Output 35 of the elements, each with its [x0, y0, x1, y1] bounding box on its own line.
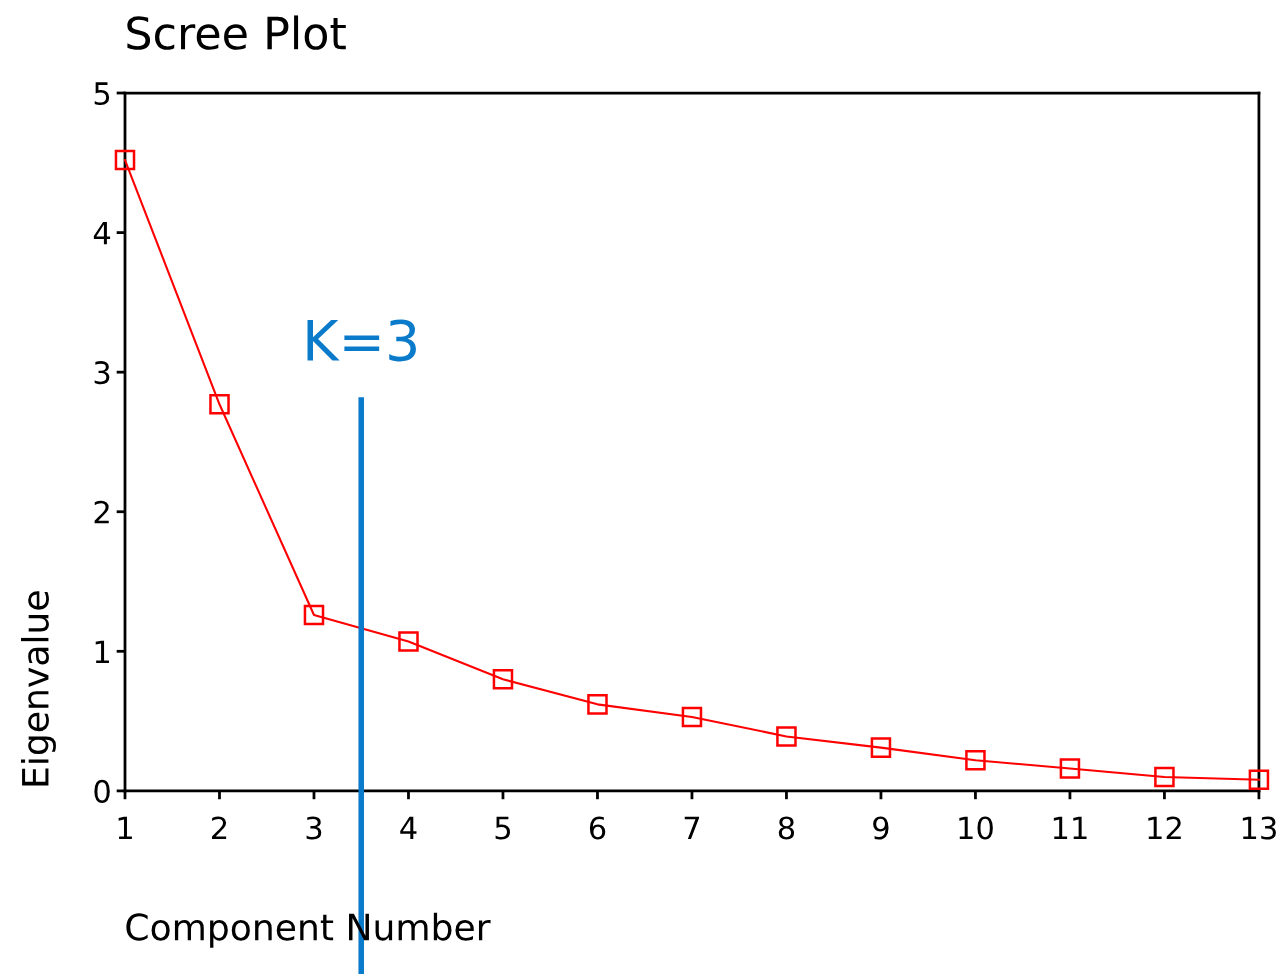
point [870, 737, 892, 758]
ref-line-label: K=3 [307, 319, 416, 362]
x-tick-label: 5 [495, 816, 511, 840]
y-tick-label: 5 [94, 82, 110, 106]
point [114, 149, 136, 171]
point [398, 631, 419, 652]
point [681, 706, 703, 728]
point [776, 726, 797, 747]
x-tick-label: 11 [1053, 816, 1087, 840]
x-tick-label: 4 [400, 816, 417, 840]
point [1059, 758, 1081, 779]
y-tick-label: 4 [93, 221, 111, 245]
chart-title: Scree Plot [127, 15, 346, 50]
y-tick-label: 3 [94, 361, 110, 385]
x-tick-label: 2 [212, 816, 227, 840]
y-tick-label: 1 [95, 640, 109, 663]
point [209, 393, 230, 415]
y-tick-label: 2 [94, 500, 109, 524]
x-tick-label: 9 [873, 816, 889, 840]
x-tick-label: 3 [306, 816, 322, 840]
x-tick-label: 7 [684, 816, 700, 840]
point [303, 604, 325, 626]
point [1248, 769, 1270, 790]
y-axis-title: Eigenvalue [20, 591, 56, 786]
y-tick-label: 0 [94, 779, 110, 803]
x-tick-label: 13 [1242, 816, 1276, 840]
x-tick-label: 10 [959, 816, 993, 840]
x-tick-label: 8 [778, 816, 795, 840]
point [587, 694, 608, 715]
x-tick-label: 12 [1148, 816, 1181, 840]
point [492, 668, 514, 690]
point [1154, 766, 1175, 788]
x-tick-label: 1 [118, 816, 132, 840]
point [965, 749, 986, 771]
x-tick-label: 6 [589, 816, 606, 840]
